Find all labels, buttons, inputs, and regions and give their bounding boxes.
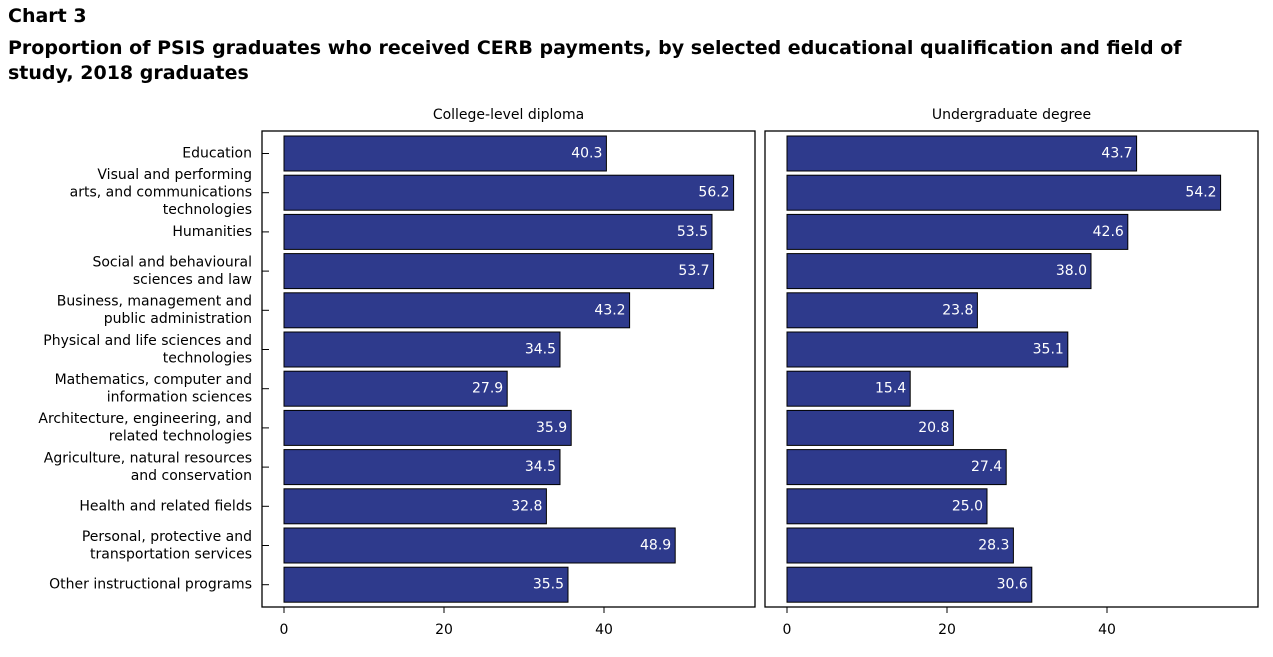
category-label: Agriculture, natural resources: [44, 450, 252, 466]
category-label: information sciences: [107, 389, 252, 405]
category-label: Health and related fields: [79, 498, 252, 514]
data-label: 53.5: [677, 224, 708, 240]
x-tick-label: 0: [280, 622, 289, 638]
data-label: 56.2: [698, 185, 729, 201]
category-label: Education: [182, 146, 252, 162]
bar: [786, 370, 911, 407]
chart-title: Proportion of PSIS graduates who receive…: [8, 37, 1182, 84]
category-label: Business, management and: [57, 294, 252, 310]
data-label: 35.1: [1033, 342, 1064, 358]
category-label: Mathematics, computer and: [55, 372, 252, 388]
data-label: 35.5: [533, 577, 564, 593]
chart-number: Chart 3: [8, 5, 87, 27]
bar: [283, 135, 607, 172]
data-label: 28.3: [978, 538, 1009, 554]
panel-title: College-level diploma: [433, 107, 584, 123]
x-tick-label: 0: [783, 622, 792, 638]
category-label: transportation services: [90, 546, 252, 562]
data-label: 27.9: [472, 381, 503, 397]
data-label: 34.5: [525, 459, 556, 475]
bar: [283, 331, 561, 368]
category-label: technologies: [163, 350, 252, 366]
data-label: 54.2: [1185, 185, 1216, 201]
data-label: 43.7: [1101, 146, 1132, 162]
data-label: 42.6: [1093, 224, 1124, 240]
category-label: Social and behavioural: [92, 254, 252, 270]
category-label: Personal, protective and: [82, 529, 252, 545]
data-label: 27.4: [971, 459, 1002, 475]
data-label: 43.2: [594, 302, 625, 318]
category-label: Architecture, engineering, and: [38, 411, 252, 427]
bar: [283, 566, 569, 603]
category-label: related technologies: [109, 429, 252, 445]
panel-title: Undergraduate degree: [932, 107, 1091, 123]
bar: [786, 174, 1222, 211]
data-label: 53.7: [678, 263, 709, 279]
category-label: Visual and performing: [97, 167, 252, 183]
data-label: 15.4: [875, 381, 906, 397]
panel-frame: [764, 130, 1259, 608]
bar: [283, 253, 715, 290]
bar: [786, 135, 1138, 172]
x-tick-label: 20: [938, 622, 956, 638]
panel-frame: [261, 130, 756, 608]
bar: [283, 370, 508, 407]
data-label: 48.9: [640, 538, 671, 554]
data-label: 32.8: [511, 498, 542, 514]
data-label: 25.0: [952, 498, 983, 514]
x-tick-label: 20: [435, 622, 453, 638]
bar: [786, 566, 1033, 603]
data-label: 35.9: [536, 420, 567, 436]
data-label: 20.8: [918, 420, 949, 436]
bar: [283, 213, 713, 250]
data-label: 34.5: [525, 342, 556, 358]
bar: [786, 292, 978, 329]
data-label: 40.3: [571, 146, 602, 162]
category-label: and conservation: [131, 468, 252, 484]
bar: [786, 449, 1007, 486]
bar: [283, 527, 676, 564]
data-label: 38.0: [1056, 263, 1087, 279]
bar: [283, 409, 572, 446]
category-label: arts, and communications: [70, 185, 252, 201]
category-label: public administration: [104, 311, 252, 327]
bar: [786, 527, 1014, 564]
bar: [283, 292, 631, 329]
category-label: sciences and law: [133, 272, 252, 288]
category-label: Physical and life sciences and: [43, 333, 252, 349]
category-label: technologies: [163, 202, 252, 218]
bar: [786, 488, 988, 525]
data-label: 30.6: [997, 577, 1028, 593]
x-tick-label: 40: [595, 622, 613, 638]
bar: [786, 253, 1092, 290]
bar: [786, 409, 954, 446]
category-label: Humanities: [172, 224, 252, 240]
bar: [786, 213, 1129, 250]
bar: [786, 331, 1069, 368]
bar: [283, 174, 735, 211]
data-label: 23.8: [942, 302, 973, 318]
bar: [283, 488, 547, 525]
category-label: Other instructional programs: [49, 577, 252, 593]
bar: [283, 449, 561, 486]
x-tick-label: 40: [1098, 622, 1116, 638]
